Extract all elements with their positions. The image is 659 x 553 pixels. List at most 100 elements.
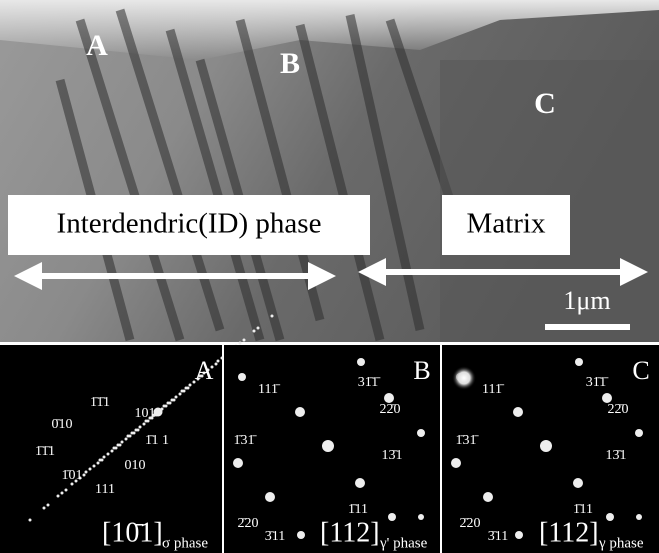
spot-index: 1̄11 (573, 502, 593, 517)
spot-index: 1̄01 (62, 468, 83, 483)
spot (297, 531, 305, 539)
spot (85, 471, 88, 474)
spot-index: 31̄1̄ (358, 375, 381, 390)
phase-label: Interdendric(ID) phase (57, 208, 322, 240)
spot (606, 513, 614, 521)
spot (295, 407, 305, 417)
spot (238, 373, 246, 381)
spot (217, 360, 220, 363)
spot (89, 468, 92, 471)
page: A 1̄1̄1 101 0̄10 1̄1 1 1̄1̄1 010 1̄01 111 [10̄1]σ… (0, 0, 659, 553)
spot-index: 3̄11 (488, 529, 508, 544)
spot (43, 507, 46, 510)
spot (65, 489, 68, 492)
spot (111, 450, 114, 453)
spot-index: 0̄10 (52, 417, 73, 432)
scale-label: 1μm (563, 286, 610, 315)
spot (185, 387, 188, 390)
spot (107, 453, 110, 456)
spot-index: 31̄1̄ (586, 375, 609, 390)
spot (131, 432, 134, 435)
region-label: B (280, 47, 300, 80)
spot (451, 458, 461, 468)
spot (127, 435, 130, 438)
halo (452, 366, 476, 390)
spot (635, 429, 643, 437)
spot (181, 390, 184, 393)
zone-axis: [112] (539, 517, 599, 548)
spot (139, 426, 142, 429)
spot-index: 1̄31̄ (456, 433, 480, 448)
spot (239, 342, 242, 345)
spot (113, 447, 116, 450)
spot (83, 474, 86, 477)
spot-index: 1̄11 (348, 502, 368, 517)
spot-index: 101 (135, 406, 156, 421)
region-label: A (86, 29, 108, 62)
zone-axis: [10̄1] (102, 517, 163, 548)
spot-index: 2̄20 (238, 516, 259, 531)
spot (125, 438, 128, 441)
zone-axis: [112] (320, 517, 380, 548)
figure: A 1̄1̄1 101 0̄10 1̄1 1 1̄1̄1 010 1̄01 111 [10̄1]σ… (0, 0, 659, 553)
phase-subscript: γ' phase (379, 535, 428, 551)
spot (97, 462, 100, 465)
spot (175, 396, 178, 399)
spot (513, 407, 523, 417)
spot (57, 495, 60, 498)
panel-label: B (413, 356, 430, 385)
spot (103, 456, 106, 459)
spot (143, 423, 146, 426)
spot-index: 22̄0 (380, 402, 401, 417)
spot (99, 459, 102, 462)
spot (265, 492, 275, 502)
spot (540, 440, 552, 452)
spot (418, 514, 424, 520)
spot (121, 441, 124, 444)
spot (189, 384, 192, 387)
spot (221, 357, 224, 360)
spot (417, 429, 425, 437)
spot (355, 478, 365, 488)
spot (135, 429, 138, 432)
spot (575, 358, 583, 366)
spot (253, 330, 256, 333)
spot-index: 13̄1 (382, 448, 403, 463)
panel-label: C (632, 356, 649, 385)
spot (257, 327, 260, 330)
spot (61, 492, 64, 495)
spot (233, 458, 243, 468)
spot-index: 010 (125, 458, 146, 473)
spot (29, 519, 32, 522)
spot (515, 531, 523, 539)
spot (322, 440, 334, 452)
spot (167, 402, 170, 405)
spot (47, 504, 50, 507)
spot (636, 514, 642, 520)
spot (93, 465, 96, 468)
spot-index: 13̄1 (606, 448, 627, 463)
spot-index: 111 (95, 482, 115, 497)
phase-subscript: σ phase (162, 535, 208, 551)
spot-index: 2̄20 (460, 516, 481, 531)
spot (483, 492, 493, 502)
panel-label: A (195, 356, 214, 385)
spot (573, 478, 583, 488)
spot-index: 1̄1 1 (145, 433, 169, 448)
spot (179, 393, 182, 396)
diffraction-panel: C 31̄1̄ 111̄ 22̄0 1̄31̄ 13̄1 2̄20 1̄11 3̄11 [112]… (442, 345, 659, 553)
spot-index: 1̄31̄ (234, 433, 258, 448)
spot-index: 1̄1̄1 (90, 395, 110, 410)
spot-index: 3̄11 (265, 529, 285, 544)
region-label: C (534, 87, 556, 120)
spot (163, 405, 166, 408)
spot (357, 358, 365, 366)
spot-index: 111̄ (482, 382, 505, 397)
spot-index: 1̄1̄1 (35, 444, 55, 459)
spot (215, 363, 218, 366)
spot (388, 513, 396, 521)
phase-label: Matrix (467, 208, 546, 240)
diffraction-panel: B31̄1̄111̄22̄01̄31̄13̄12̄201̄113̄11[112]… (224, 345, 440, 553)
spot (243, 339, 246, 342)
spot-index: 22̄0 (608, 402, 629, 417)
